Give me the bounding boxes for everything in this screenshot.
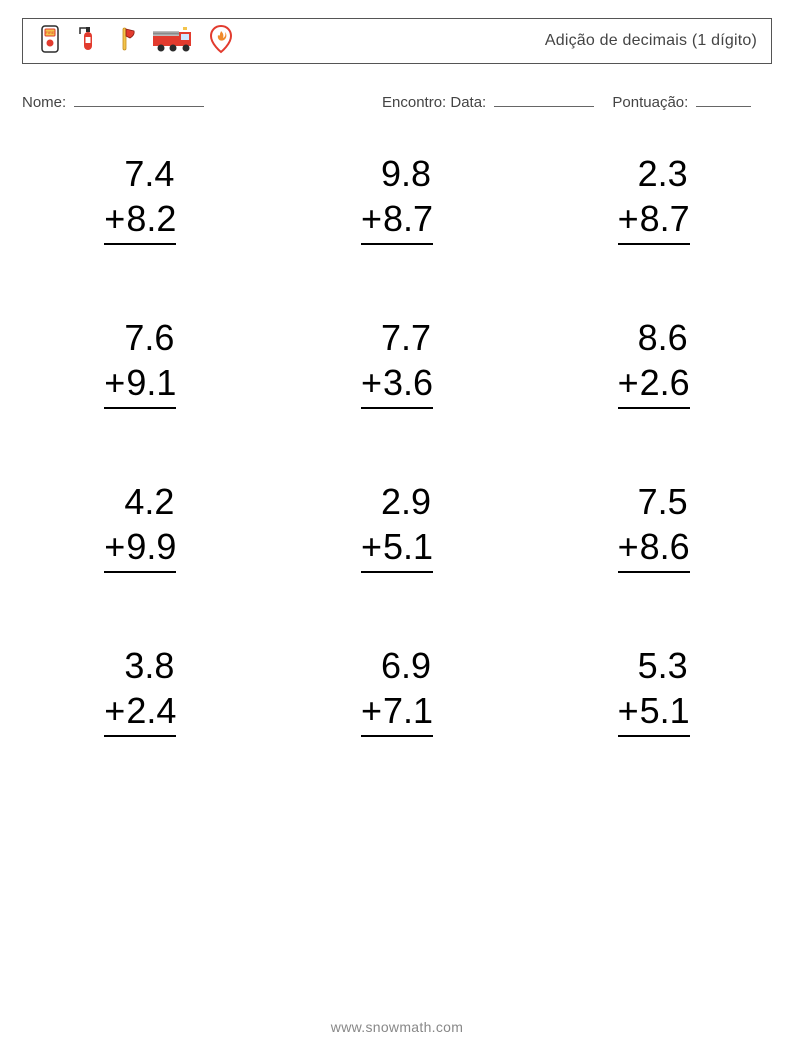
top-number: 7.7 xyxy=(361,315,433,360)
name-blank[interactable] xyxy=(74,106,204,107)
axe-icon xyxy=(113,24,137,59)
bottom-number: 8.2 xyxy=(126,196,176,241)
problem-stack: 7.5+8.6 xyxy=(618,479,690,573)
meta-name: Nome: xyxy=(22,94,382,111)
problem-stack: 2.3+8.7 xyxy=(618,151,690,245)
problem: 7.5+8.6 xyxy=(565,479,742,573)
problem: 9.8+8.7 xyxy=(309,151,486,245)
problem-stack: 9.8+8.7 xyxy=(361,151,433,245)
name-label: Nome: xyxy=(22,94,66,111)
bottom-number: 2.6 xyxy=(640,360,690,405)
operator: + xyxy=(104,688,125,733)
top-number: 7.4 xyxy=(104,151,176,196)
top-number: 3.8 xyxy=(104,643,176,688)
operator: + xyxy=(361,688,382,733)
problem-stack: 7.4+8.2 xyxy=(104,151,176,245)
bottom-row: +5.1 xyxy=(618,688,690,737)
bottom-row: +3.6 xyxy=(361,360,433,409)
worksheet-page: FIRE xyxy=(0,0,794,1053)
problem-stack: 5.3+5.1 xyxy=(618,643,690,737)
problem: 2.9+5.1 xyxy=(309,479,486,573)
operator: + xyxy=(104,196,125,241)
score-blank[interactable] xyxy=(696,106,751,107)
bottom-number: 8.6 xyxy=(640,524,690,569)
problem-stack: 3.8+2.4 xyxy=(104,643,176,737)
operator: + xyxy=(618,196,639,241)
problem: 7.7+3.6 xyxy=(309,315,486,409)
problem: 2.3+8.7 xyxy=(565,151,742,245)
bottom-row: +9.1 xyxy=(104,360,176,409)
fire-alarm-icon: FIRE xyxy=(37,24,63,59)
bottom-number: 2.4 xyxy=(126,688,176,733)
bottom-number: 8.7 xyxy=(640,196,690,241)
bottom-number: 5.1 xyxy=(383,524,433,569)
problem: 7.6+9.1 xyxy=(52,315,229,409)
bottom-number: 9.1 xyxy=(126,360,176,405)
top-number: 9.8 xyxy=(361,151,433,196)
problem-stack: 8.6+2.6 xyxy=(618,315,690,409)
bottom-row: +9.9 xyxy=(104,524,176,573)
meta-score: Pontuação: xyxy=(612,94,751,111)
top-number: 2.3 xyxy=(618,151,690,196)
bottom-number: 3.6 xyxy=(383,360,433,405)
fire-pin-icon xyxy=(209,24,233,59)
top-number: 4.2 xyxy=(104,479,176,524)
bottom-row: +8.2 xyxy=(104,196,176,245)
problem: 8.6+2.6 xyxy=(565,315,742,409)
header-icons: FIRE xyxy=(37,24,233,59)
date-label: Encontro: Data: xyxy=(382,94,486,111)
top-number: 5.3 xyxy=(618,643,690,688)
bottom-row: +7.1 xyxy=(361,688,433,737)
top-number: 6.9 xyxy=(361,643,433,688)
problem: 7.4+8.2 xyxy=(52,151,229,245)
svg-text:FIRE: FIRE xyxy=(45,30,54,35)
bottom-number: 9.9 xyxy=(126,524,176,569)
extinguisher-icon xyxy=(77,24,99,59)
meta-row: Nome: Encontro: Data: Pontuação: xyxy=(22,94,772,111)
bottom-number: 8.7 xyxy=(383,196,433,241)
operator: + xyxy=(618,524,639,569)
bottom-row: +5.1 xyxy=(361,524,433,573)
top-number: 2.9 xyxy=(361,479,433,524)
problem: 5.3+5.1 xyxy=(565,643,742,737)
header: FIRE xyxy=(22,18,772,64)
operator: + xyxy=(361,196,382,241)
operator: + xyxy=(361,524,382,569)
footer: www.snowmath.com xyxy=(0,1019,794,1035)
top-number: 7.6 xyxy=(104,315,176,360)
top-number: 8.6 xyxy=(618,315,690,360)
problem-stack: 7.6+9.1 xyxy=(104,315,176,409)
meta-date: Encontro: Data: xyxy=(382,94,594,111)
bottom-number: 7.1 xyxy=(383,688,433,733)
problem: 3.8+2.4 xyxy=(52,643,229,737)
bottom-row: +2.6 xyxy=(618,360,690,409)
operator: + xyxy=(361,360,382,405)
operator: + xyxy=(618,360,639,405)
problem: 6.9+7.1 xyxy=(309,643,486,737)
firetruck-icon xyxy=(151,24,195,59)
operator: + xyxy=(618,688,639,733)
problem-stack: 7.7+3.6 xyxy=(361,315,433,409)
operator: + xyxy=(104,360,125,405)
worksheet-title: Adição de decimais (1 dígito) xyxy=(545,32,757,50)
problems-grid: 7.4+8.29.8+8.72.3+8.77.6+9.17.7+3.68.6+2… xyxy=(22,151,772,737)
problem: 4.2+9.9 xyxy=(52,479,229,573)
date-blank[interactable] xyxy=(494,106,594,107)
bottom-row: +2.4 xyxy=(104,688,176,737)
problem-stack: 4.2+9.9 xyxy=(104,479,176,573)
top-number: 7.5 xyxy=(618,479,690,524)
problem-stack: 6.9+7.1 xyxy=(361,643,433,737)
operator: + xyxy=(104,524,125,569)
bottom-number: 5.1 xyxy=(640,688,690,733)
score-label: Pontuação: xyxy=(612,94,688,111)
problem-stack: 2.9+5.1 xyxy=(361,479,433,573)
bottom-row: +8.6 xyxy=(618,524,690,573)
bottom-row: +8.7 xyxy=(361,196,433,245)
bottom-row: +8.7 xyxy=(618,196,690,245)
